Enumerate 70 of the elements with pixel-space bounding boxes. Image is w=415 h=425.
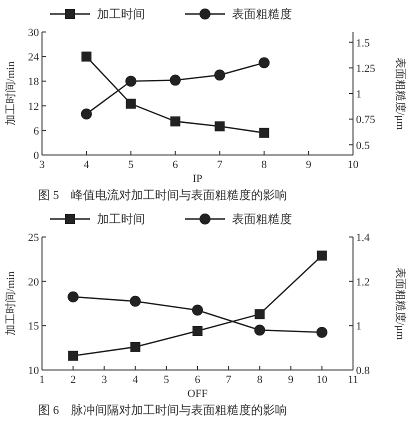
y-tick-label: 10: [28, 365, 40, 377]
point: [214, 70, 226, 81]
legend-label: 表面粗糙度: [232, 212, 292, 226]
y-tick-label: 25: [28, 232, 40, 244]
point: [254, 309, 265, 320]
y2-tick-label: 0.8: [356, 365, 370, 377]
point: [170, 116, 180, 126]
x-tick-label: 11: [348, 374, 358, 386]
y-tick-label: 6: [34, 125, 40, 138]
point: [170, 74, 181, 86]
x-axis-title: IP: [192, 173, 202, 185]
y-tick-label: 20: [28, 276, 40, 288]
legend-label: 加工时间: [97, 7, 145, 21]
x-tick-label: 6: [172, 159, 179, 171]
caption: 图 6 脉冲间隔对加工时间与表面粗糙度的影响: [38, 403, 287, 417]
y2-axis-title: 表面粗糙度/μm: [394, 267, 407, 340]
point: [192, 304, 203, 316]
y2-tick-label: 0.5: [356, 140, 370, 152]
x-tick-label: 7: [226, 374, 232, 386]
point: [214, 121, 225, 132]
x-tick-label: 9: [306, 159, 312, 171]
point: [192, 326, 202, 336]
y2-tick-label: 1: [356, 88, 362, 100]
legend-label: 加工时间: [97, 212, 145, 226]
point: [316, 326, 328, 338]
point: [130, 342, 140, 352]
point: [125, 76, 136, 87]
x-tick-label: 3: [39, 159, 46, 171]
y-tick-label: 24: [28, 52, 40, 64]
x-tick-label: 3: [101, 374, 108, 386]
y2-tick-label: 0.75: [356, 114, 376, 126]
y-axis-title: 加工时间/min: [4, 270, 17, 336]
y2-axis-title: 表面粗糙度/μm: [394, 57, 407, 130]
point: [316, 250, 327, 261]
x-tick-label: 7: [216, 159, 223, 171]
point: [259, 128, 270, 138]
y-tick-label: 12: [28, 100, 39, 113]
y-axis-title: 加工时间/min: [4, 60, 17, 126]
point: [68, 350, 78, 361]
x-tick-label: 6: [194, 374, 201, 386]
x-tick-label: 4: [84, 159, 90, 171]
x-tick-label: 9: [288, 374, 294, 386]
y2-tick-label: 1.5: [356, 37, 370, 50]
x-tick-label: 1: [39, 374, 45, 386]
y2-tick-label: 1.25: [356, 62, 376, 75]
caption: 图 5 峰值电流对加工时间与表面粗糙度的影响: [38, 188, 287, 202]
x-tick-label: 10: [316, 374, 328, 386]
point: [258, 57, 270, 68]
x-axis-title: OFF: [187, 388, 208, 400]
x-tick-label: 2: [70, 374, 76, 386]
x-tick-label: 4: [132, 374, 139, 386]
x-tick-label: 5: [164, 374, 170, 386]
x-tick-label: 8: [261, 159, 268, 171]
legend-label: 表面粗糙度: [232, 7, 292, 21]
point: [254, 324, 266, 336]
y2-tick-label: 1.4: [356, 232, 370, 244]
y2-tick-label: 1.2: [356, 276, 370, 288]
y2-tick-label: 1: [356, 320, 362, 333]
x-tick-label: 5: [128, 159, 134, 171]
y-tick-label: 30: [28, 27, 40, 39]
point: [68, 291, 79, 302]
y-tick-label: 0: [34, 150, 40, 162]
y-tick-label: 15: [28, 320, 40, 333]
y-tick-label: 18: [28, 76, 40, 88]
point: [130, 296, 141, 307]
point: [81, 52, 92, 62]
point: [80, 108, 92, 120]
x-tick-label: 8: [256, 374, 263, 386]
point: [126, 98, 136, 109]
x-tick-label: 10: [348, 159, 359, 171]
